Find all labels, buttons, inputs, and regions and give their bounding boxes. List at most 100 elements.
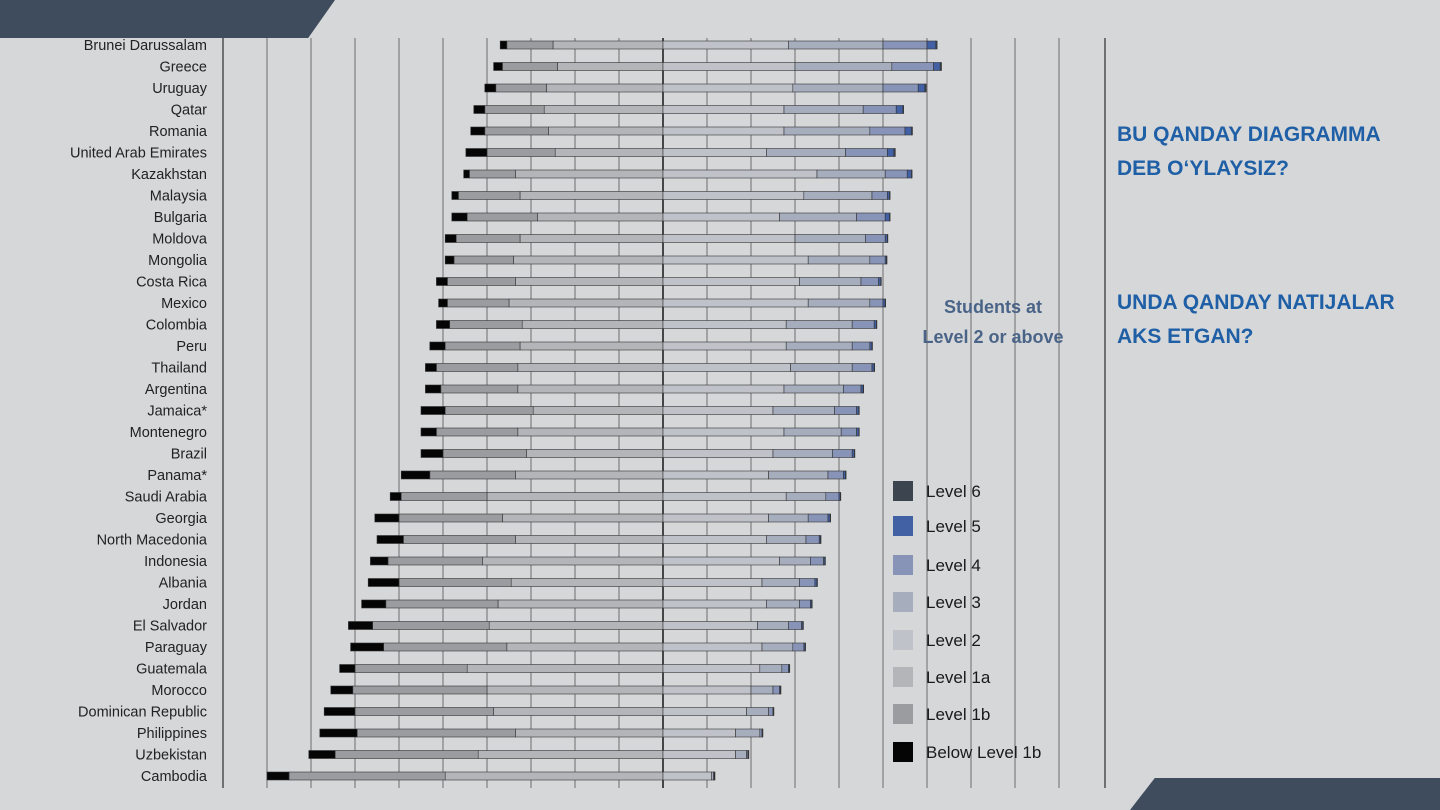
bar-segment (288, 771, 446, 781)
bar-segment (939, 62, 942, 71)
bar-segment (429, 470, 516, 480)
bar-segment (319, 728, 358, 738)
bar-segment (662, 298, 809, 308)
bar-segment (444, 771, 664, 781)
bar-segment (517, 363, 664, 372)
bar-segment (482, 556, 664, 566)
bar-segment (766, 599, 800, 609)
bar-segment (662, 492, 787, 501)
legend-swatch (893, 555, 913, 575)
bar-segment (871, 191, 888, 200)
bar-segment (662, 771, 712, 781)
bar-segment (869, 126, 906, 136)
bar-segment (761, 578, 800, 587)
bar-segment (933, 62, 941, 71)
bar-segment (714, 771, 716, 781)
bar-segment (851, 341, 871, 351)
bar-segment (792, 642, 805, 652)
bar-segment (889, 212, 891, 222)
country-label: Qatar (171, 103, 207, 119)
country-label: Guatemala (136, 662, 208, 678)
bar-segment (768, 707, 774, 716)
bar-segment (748, 750, 750, 759)
country-label: Greece (159, 60, 207, 76)
bar-segment (662, 513, 769, 523)
bar-segment (350, 642, 384, 652)
bar-segment (557, 62, 664, 71)
country-label: Brazil (171, 447, 207, 463)
country-label: Albania (159, 576, 208, 592)
bar-segment (792, 83, 884, 93)
bar-segment (873, 320, 877, 329)
bar-segment (425, 384, 442, 394)
bar-segment (466, 664, 664, 673)
bar-segment (517, 384, 664, 394)
bar-segment (354, 664, 468, 673)
country-label: Moldova (152, 232, 208, 248)
bar-segment (902, 105, 904, 114)
bar-segment (662, 191, 805, 200)
bar-segment (510, 578, 664, 587)
bar-segment (750, 685, 774, 695)
bar-segment (517, 427, 664, 437)
legend-label: Level 5 (926, 517, 981, 536)
bar-segment (882, 40, 928, 50)
bar-segment (506, 642, 664, 652)
bar-segment (803, 191, 873, 200)
bar-segment (662, 363, 791, 372)
bar-segment (515, 470, 664, 480)
bar-segment (856, 427, 860, 437)
bar-segment (759, 664, 783, 673)
bar-segment (436, 427, 519, 437)
bar-segment (387, 556, 483, 566)
bar-segment (843, 470, 846, 480)
bar-segment (339, 664, 356, 673)
bar-segment (935, 40, 938, 50)
country-label: Colombia (146, 318, 208, 334)
bar-segment (845, 470, 847, 480)
bar-segment (548, 126, 664, 136)
bar-segment (662, 664, 761, 673)
bar-segment (788, 621, 802, 630)
bar-segment (532, 406, 664, 415)
bar-segment (519, 234, 664, 243)
bar-segment (816, 169, 886, 179)
bar-segment (772, 406, 835, 415)
bar-segment (444, 234, 457, 243)
bar-segment (662, 578, 763, 587)
bar-segment (924, 83, 927, 93)
country-label: Argentina (145, 382, 208, 398)
bar-segment (323, 707, 356, 716)
bar-segment (746, 707, 769, 716)
country-label: Philippines (137, 726, 207, 742)
bar-segment (880, 277, 882, 286)
bar-segment (662, 40, 789, 50)
bar-segment (884, 234, 888, 243)
country-label: Georgia (155, 511, 208, 527)
bar-segment (662, 341, 787, 351)
bar-segment (873, 363, 876, 372)
legend-label: Level 6 (926, 482, 981, 501)
bar-segment (515, 728, 664, 738)
bar-segment (486, 492, 664, 501)
legend-label: Below Level 1b (926, 743, 1041, 762)
country-label: Costa Rica (136, 275, 208, 291)
bar-segment (882, 83, 919, 93)
bar-segment (662, 728, 736, 738)
legend-swatch (893, 704, 913, 724)
bar-segment (895, 105, 904, 114)
bar-segment (662, 621, 758, 630)
bar-segment (662, 255, 809, 265)
bar-segment (911, 126, 913, 136)
bar-segment (334, 750, 479, 759)
bar-segment (444, 255, 455, 265)
bar-segment (477, 750, 664, 759)
legend-label: Level 2 (926, 631, 981, 650)
bar-segment (882, 298, 886, 308)
bar-segment (858, 406, 860, 415)
bar-segment (383, 642, 508, 652)
bar-segment (493, 62, 503, 71)
bar-segment (330, 685, 354, 695)
bar-segment (398, 513, 503, 523)
